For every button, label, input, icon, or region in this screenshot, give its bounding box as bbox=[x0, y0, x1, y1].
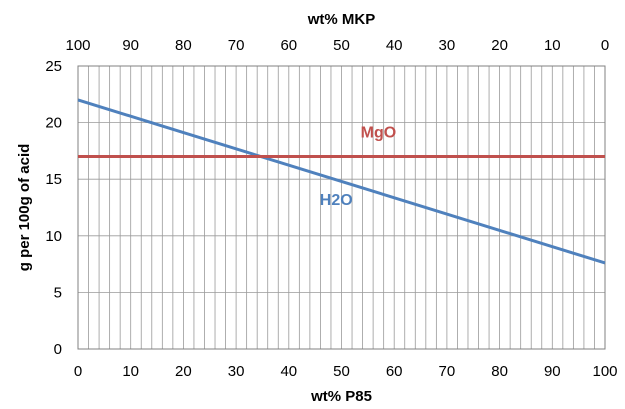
secondary-x-tick-label: 80 bbox=[175, 37, 192, 54]
y-tick-label: 25 bbox=[45, 58, 62, 75]
x-tick-label: 20 bbox=[175, 363, 192, 380]
series-label-mgo: MgO bbox=[361, 124, 397, 141]
x-tick-label: 40 bbox=[280, 363, 297, 380]
secondary-x-tick-label: 50 bbox=[333, 37, 350, 54]
series-layer: MgO H2O bbox=[77, 98, 606, 265]
x-tick-label: 0 bbox=[74, 363, 82, 380]
y-tick-label: 10 bbox=[45, 228, 62, 245]
x-tick-label: 60 bbox=[386, 363, 403, 380]
secondary-x-tick-label: 10 bbox=[544, 37, 561, 54]
secondary-x-tick-label: 30 bbox=[439, 37, 456, 54]
secondary-x-tick-label: 60 bbox=[280, 37, 297, 54]
x-tick-label: 70 bbox=[439, 363, 456, 380]
plot-area-border bbox=[77, 65, 606, 350]
y-tick-label: 20 bbox=[45, 115, 62, 132]
y-axis-title: g per 100g of acid bbox=[16, 144, 33, 272]
x-tick-label: 100 bbox=[592, 363, 617, 380]
secondary-x-tick-label: 20 bbox=[491, 37, 508, 54]
y-tick-label: 0 bbox=[54, 341, 62, 358]
secondary-x-tick-label: 0 bbox=[601, 37, 609, 54]
series-line-h2o bbox=[77, 98, 606, 265]
x-tick-label: 90 bbox=[544, 363, 561, 380]
secondary-x-tick-label: 100 bbox=[65, 37, 90, 54]
secondary-x-tick-label: 90 bbox=[122, 37, 139, 54]
y-tick-label: 15 bbox=[45, 171, 62, 188]
secondary-x-tick-label: 40 bbox=[386, 37, 403, 54]
x-tick-label: 50 bbox=[333, 363, 350, 380]
series-label-h2o: H2O bbox=[320, 192, 353, 209]
x-axis-title: wt% P85 bbox=[310, 388, 372, 405]
x-tick-label: 80 bbox=[491, 363, 508, 380]
x-tick-label: 30 bbox=[228, 363, 245, 380]
grid-lines bbox=[77, 65, 606, 350]
y-tick-label: 5 bbox=[54, 284, 62, 301]
secondary-x-axis-title: wt% MKP bbox=[307, 11, 376, 28]
secondary-x-tick-label: 70 bbox=[228, 37, 245, 54]
x-tick-label: 10 bbox=[122, 363, 139, 380]
